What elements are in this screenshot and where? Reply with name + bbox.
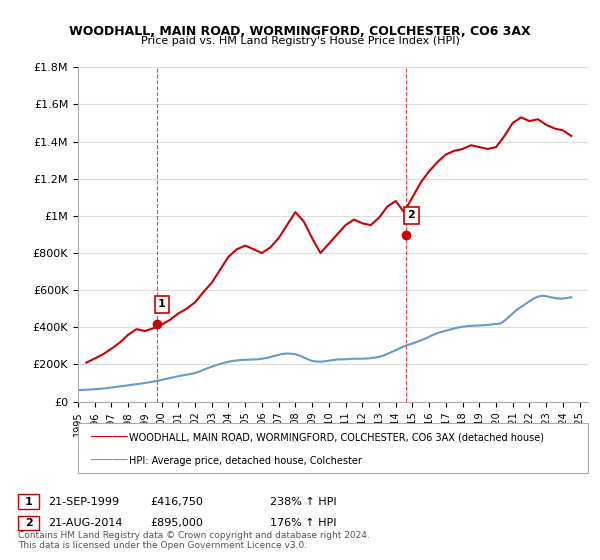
Text: HPI: Average price, detached house, Colchester: HPI: Average price, detached house, Colc… <box>129 456 362 465</box>
Text: WOODHALL, MAIN ROAD, WORMINGFORD, COLCHESTER, CO6 3AX: WOODHALL, MAIN ROAD, WORMINGFORD, COLCHE… <box>69 25 531 38</box>
Text: £895,000: £895,000 <box>150 518 203 528</box>
Text: 1: 1 <box>158 300 166 309</box>
Text: 21-SEP-1999: 21-SEP-1999 <box>48 497 119 507</box>
Text: £416,750: £416,750 <box>150 497 203 507</box>
Text: 21-AUG-2014: 21-AUG-2014 <box>48 518 122 528</box>
Text: 176% ↑ HPI: 176% ↑ HPI <box>270 518 337 528</box>
Text: WOODHALL, MAIN ROAD, WORMINGFORD, COLCHESTER, CO6 3AX (detached house): WOODHALL, MAIN ROAD, WORMINGFORD, COLCHE… <box>129 433 544 443</box>
Text: ─────: ───── <box>90 431 128 445</box>
Text: 2: 2 <box>407 211 415 221</box>
Text: ─────: ───── <box>90 454 128 467</box>
Text: 238% ↑ HPI: 238% ↑ HPI <box>270 497 337 507</box>
Text: Contains HM Land Registry data © Crown copyright and database right 2024.
This d: Contains HM Land Registry data © Crown c… <box>18 530 370 550</box>
Text: Price paid vs. HM Land Registry's House Price Index (HPI): Price paid vs. HM Land Registry's House … <box>140 36 460 46</box>
Text: 1: 1 <box>25 497 32 507</box>
Text: 2: 2 <box>25 518 32 528</box>
